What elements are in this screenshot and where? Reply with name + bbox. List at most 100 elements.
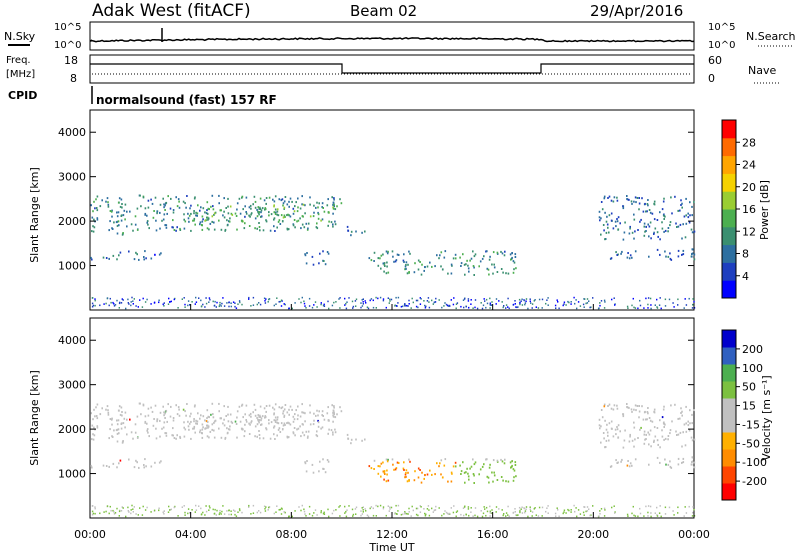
power-point (169, 207, 172, 210)
power-point (502, 271, 504, 274)
velocity-point (188, 422, 191, 425)
velocity-point (677, 512, 679, 514)
velocity-point (631, 464, 633, 467)
velocity-point (667, 435, 670, 437)
velocity-point (409, 460, 411, 463)
velocity-point (633, 514, 635, 517)
power-point (467, 298, 470, 300)
velocity-point (182, 408, 185, 411)
power-point (169, 301, 171, 303)
power-point (121, 298, 123, 300)
power-point (402, 305, 404, 308)
power-point (604, 238, 606, 241)
power-point (389, 300, 391, 302)
power-point (402, 259, 405, 262)
velocity-point (390, 506, 393, 509)
velocity-point (503, 513, 505, 515)
velocity-point (283, 422, 286, 425)
velocity-point (161, 427, 163, 430)
velocity-point (467, 472, 469, 475)
velocity-point (274, 416, 277, 419)
velocity-point (350, 442, 352, 445)
velocity-point (598, 418, 601, 421)
velocity-point (473, 482, 475, 484)
velocity-point (612, 435, 615, 438)
velocity-point (472, 473, 475, 475)
velocity-point (248, 414, 251, 417)
power-point (163, 206, 165, 209)
power-point (643, 225, 646, 228)
power-point (472, 265, 475, 267)
velocity-point (403, 512, 406, 514)
power-point (259, 229, 261, 232)
power-point (669, 252, 671, 255)
power-point (236, 202, 239, 205)
power-point (197, 204, 199, 207)
power-point (147, 206, 150, 209)
power-point (663, 215, 665, 217)
power-point (252, 203, 254, 206)
velocity-point (490, 512, 493, 514)
velocity-point (634, 458, 637, 461)
power-point (120, 198, 123, 201)
velocity-point (517, 514, 519, 516)
power-point (196, 212, 199, 215)
velocity-point (368, 465, 371, 468)
power-point (395, 305, 398, 307)
velocity-point (472, 458, 474, 461)
velocity-point (481, 465, 484, 468)
power-point (201, 220, 204, 223)
power-point (508, 307, 510, 310)
velocity-point (236, 436, 238, 439)
velocity-point (200, 507, 202, 510)
velocity-point (642, 418, 645, 421)
power-point (130, 304, 132, 307)
power-point (541, 307, 543, 309)
velocity-point (93, 434, 96, 437)
velocity-point (286, 422, 288, 425)
power-point (296, 210, 299, 213)
power-point (213, 228, 216, 231)
velocity-point (169, 415, 172, 418)
power-point (187, 217, 190, 220)
velocity-point (328, 515, 330, 518)
velocity-point (189, 512, 191, 514)
velocity-point (278, 406, 281, 409)
power-point (254, 200, 257, 203)
power-point (463, 298, 466, 300)
power-point (127, 302, 129, 304)
power-point (286, 203, 289, 206)
power-colorbar-label: Power [dB] (758, 180, 771, 240)
power-point (201, 228, 204, 231)
velocity-point (228, 513, 230, 516)
velocity-point (479, 468, 482, 471)
power-point (120, 219, 123, 222)
power-point (116, 215, 119, 218)
power-point (177, 198, 180, 201)
power-point (582, 303, 585, 306)
power-point (389, 298, 391, 301)
power-point (282, 204, 284, 207)
velocity-point (183, 421, 185, 424)
power-point (576, 307, 578, 310)
velocity-point (205, 420, 208, 423)
velocity-point (423, 508, 425, 510)
velocity-point (562, 512, 564, 515)
power-point (474, 306, 476, 309)
velocity-point (519, 511, 521, 514)
velocity-point (680, 412, 682, 414)
velocity-point (331, 512, 334, 515)
power-point (610, 212, 613, 215)
power-point (92, 210, 94, 213)
velocity-point (687, 420, 689, 423)
power-point (111, 228, 114, 230)
velocity-point (513, 476, 515, 479)
power-point (132, 300, 134, 302)
velocity-point (166, 420, 168, 423)
power-point (523, 299, 526, 302)
power-point (289, 197, 292, 200)
velocity-point (638, 416, 640, 419)
velocity-point (407, 513, 409, 515)
power-point (122, 214, 125, 217)
velocity-point (643, 433, 646, 436)
